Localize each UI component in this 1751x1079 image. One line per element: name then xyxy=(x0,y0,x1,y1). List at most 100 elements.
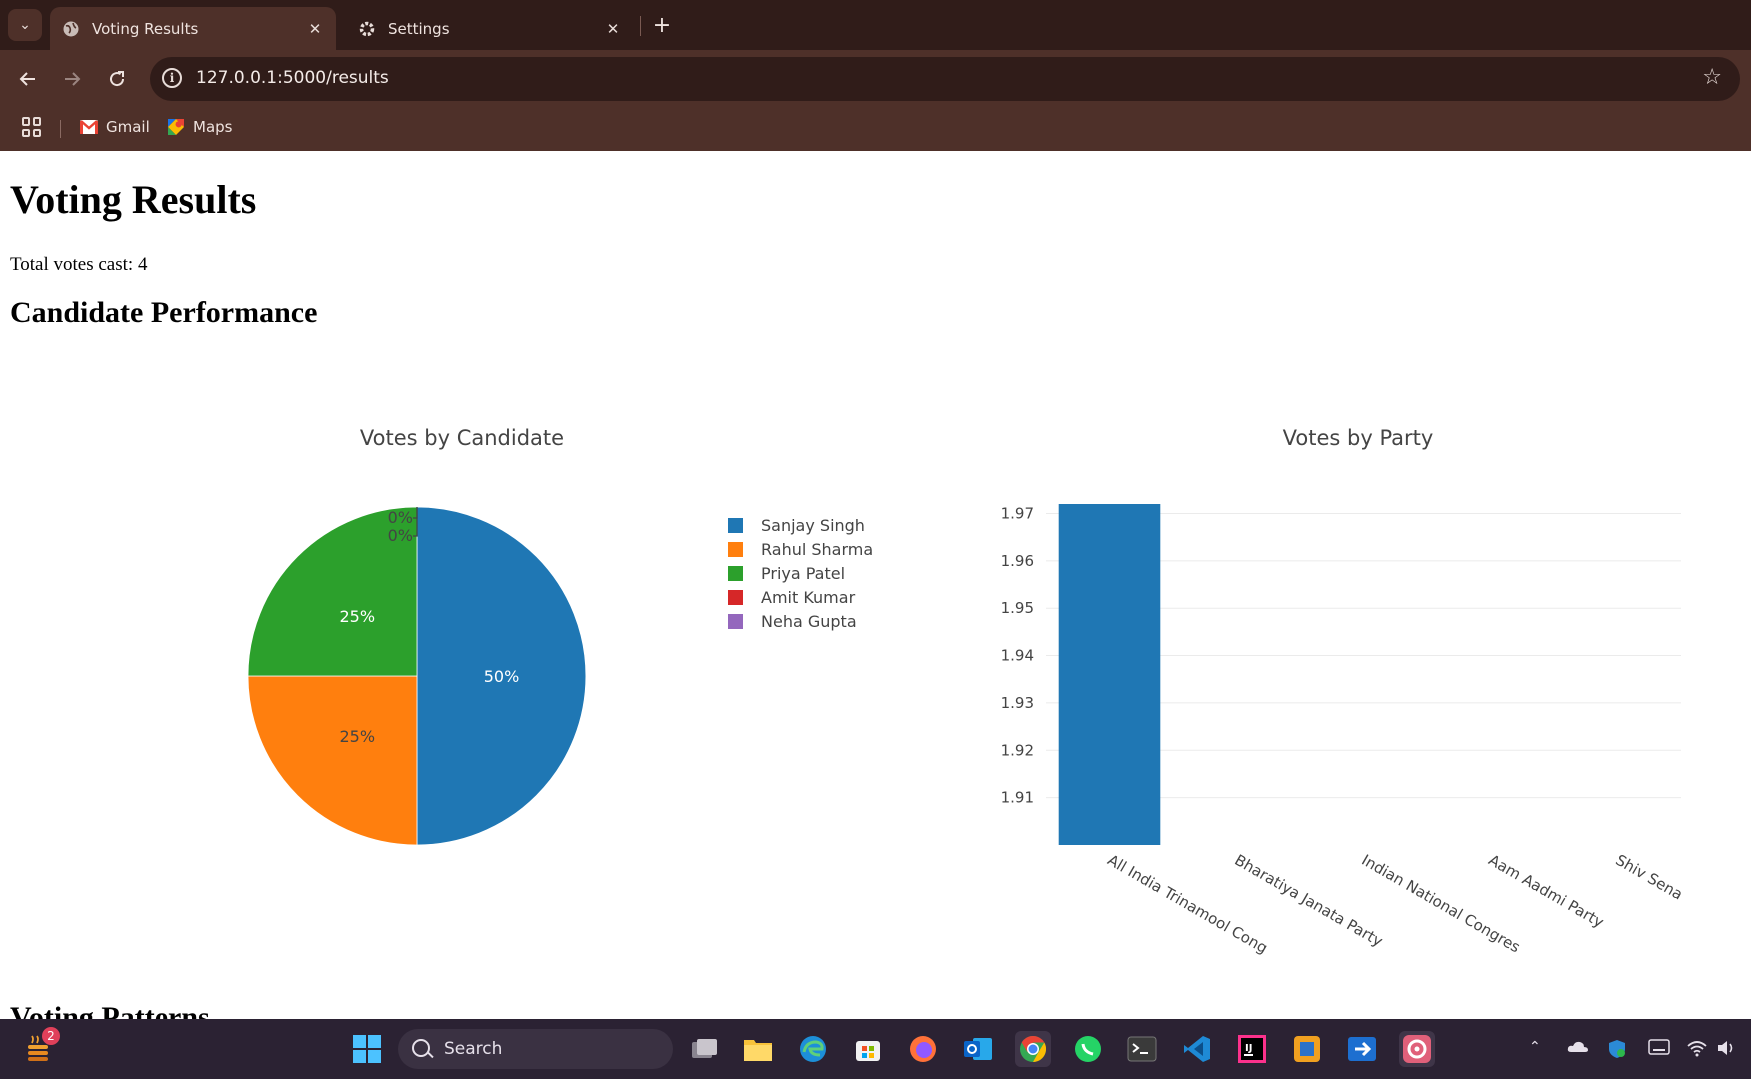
widgets-button[interactable]: 2 xyxy=(20,1027,60,1067)
y-tick-label: 1.93 xyxy=(1001,694,1034,712)
tab-search-button[interactable]: ⌄ xyxy=(8,9,42,41)
legend-swatch[interactable] xyxy=(728,518,743,533)
tab-separator xyxy=(640,16,641,36)
taskbar-search[interactable]: Search xyxy=(398,1029,673,1069)
app-window-icon xyxy=(1294,1036,1320,1062)
charts-area: Votes by Candidate 50% 25% 25% 0%0% Sanjay … xyxy=(247,426,1686,957)
browser-toolbar: i 127.0.0.1:5000/results ☆ xyxy=(0,50,1751,108)
bookmark-star-icon[interactable]: ☆ xyxy=(1702,65,1722,90)
bookmark-maps[interactable]: Maps xyxy=(167,118,232,136)
reload-button[interactable] xyxy=(101,63,133,95)
legend-label[interactable]: Neha Gupta xyxy=(761,612,857,631)
legend-swatch[interactable] xyxy=(728,614,743,629)
page-content: Voting Results Total votes cast: 4 Candi… xyxy=(0,151,1751,1019)
arrow-left-icon xyxy=(19,72,35,86)
plus-icon: + xyxy=(652,12,672,38)
intellij-icon: IJ xyxy=(1238,1035,1266,1063)
gmail-icon xyxy=(80,120,98,134)
app-circle-icon xyxy=(1403,1035,1431,1063)
legend-label[interactable]: Rahul Sharma xyxy=(761,540,873,559)
search-icon xyxy=(412,1039,430,1057)
taskbar-whatsapp[interactable] xyxy=(1070,1031,1106,1067)
tab-label: Voting Results xyxy=(92,19,199,38)
y-tick-label: 1.94 xyxy=(1001,647,1034,665)
globe-icon xyxy=(62,20,80,38)
new-tab-button[interactable]: + xyxy=(650,10,674,40)
section-heading-performance: Candidate Performance xyxy=(10,296,318,329)
edge-icon xyxy=(800,1036,826,1062)
apps-grid-icon[interactable] xyxy=(22,117,42,137)
taskbar-app-blue[interactable] xyxy=(1344,1031,1380,1067)
taskbar-app-pink[interactable] xyxy=(1399,1031,1435,1067)
taskbar-edge[interactable] xyxy=(795,1031,831,1067)
firefox-icon xyxy=(910,1036,936,1062)
keyboard-icon[interactable] xyxy=(1648,1039,1670,1055)
security-shield-icon[interactable] xyxy=(1607,1039,1627,1059)
url-text[interactable]: 127.0.0.1:5000/results xyxy=(196,68,389,88)
x-tick-label: Shiv Sena xyxy=(1613,851,1686,904)
taskbar-intellij[interactable]: IJ xyxy=(1234,1031,1270,1067)
y-tick-label: 1.96 xyxy=(1001,552,1034,570)
taskbar-firefox[interactable] xyxy=(905,1031,941,1067)
pie-chart-votes-by-candidate: Votes by Candidate 50% 25% 25% 0%0% Sanjay … xyxy=(247,426,873,846)
chevron-down-icon: ⌄ xyxy=(19,17,31,33)
svg-text:IJ: IJ xyxy=(1245,1043,1252,1054)
pie-leader-line xyxy=(413,507,418,537)
bookmark-label: Maps xyxy=(193,118,233,136)
weather-widget-icon xyxy=(28,1035,48,1061)
pie-slice[interactable] xyxy=(416,506,587,846)
task-view-button[interactable] xyxy=(686,1031,722,1067)
pie-slice-label: 0% xyxy=(388,526,413,545)
legend-swatch[interactable] xyxy=(728,542,743,557)
folder-icon xyxy=(744,1040,772,1061)
outlook-icon xyxy=(964,1038,992,1060)
whatsapp-icon xyxy=(1075,1036,1101,1062)
taskbar-vscode[interactable] xyxy=(1179,1031,1215,1067)
tab-voting-results[interactable]: Voting Results ✕ xyxy=(50,7,336,50)
taskbar-store[interactable] xyxy=(850,1031,886,1067)
section-heading-patterns: Voting Patterns xyxy=(10,1001,210,1019)
tab-settings[interactable]: Settings ✕ xyxy=(346,7,634,50)
site-info-icon[interactable]: i xyxy=(162,68,182,88)
windows-logo-icon xyxy=(353,1035,381,1063)
bookmark-label: Gmail xyxy=(106,118,150,136)
bar[interactable] xyxy=(1058,504,1161,845)
taskbar-file-explorer[interactable] xyxy=(740,1031,776,1067)
taskbar-app-orange[interactable] xyxy=(1289,1031,1325,1067)
close-tab-icon[interactable]: ✕ xyxy=(308,19,322,38)
wifi-icon[interactable] xyxy=(1686,1039,1708,1057)
pie-slice-label: 0% xyxy=(388,508,413,527)
volume-icon[interactable] xyxy=(1716,1039,1738,1057)
legend-label[interactable]: Sanjay Singh xyxy=(761,516,865,535)
close-tab-icon[interactable]: ✕ xyxy=(606,19,620,38)
pie-slice[interactable] xyxy=(247,675,418,846)
taskbar-chrome[interactable] xyxy=(1015,1031,1051,1067)
pie-slice[interactable] xyxy=(247,506,418,677)
pie-slice-label: 25% xyxy=(339,727,375,746)
app-arrow-icon xyxy=(1348,1037,1376,1061)
legend-label[interactable]: Amit Kumar xyxy=(761,588,856,607)
pie-slice-label: 50% xyxy=(484,667,520,686)
pie-chart-title: Votes by Candidate xyxy=(360,426,564,450)
reload-icon xyxy=(110,71,125,87)
bar-chart-title: Votes by Party xyxy=(1283,426,1434,450)
total-votes-text: Total votes cast: 4 xyxy=(10,254,148,275)
legend-swatch[interactable] xyxy=(728,566,743,581)
search-label: Search xyxy=(444,1039,503,1059)
onedrive-icon[interactable] xyxy=(1567,1039,1589,1053)
chevron-up-icon[interactable]: ⌃ xyxy=(1529,1039,1541,1055)
browser-chrome: ⌄ Voting Results ✕ Settings ✕ + xyxy=(0,0,1751,151)
taskbar-outlook[interactable] xyxy=(960,1031,996,1067)
bookmark-gmail[interactable]: Gmail xyxy=(80,118,150,136)
store-icon xyxy=(856,1041,880,1061)
legend-swatch[interactable] xyxy=(728,590,743,605)
start-button[interactable] xyxy=(349,1031,385,1067)
back-button[interactable] xyxy=(12,63,44,95)
address-bar[interactable]: i 127.0.0.1:5000/results ☆ xyxy=(150,57,1740,101)
forward-button[interactable] xyxy=(56,63,88,95)
taskbar-terminal[interactable] xyxy=(1124,1031,1160,1067)
vscode-icon xyxy=(1184,1036,1210,1062)
legend-label[interactable]: Priya Patel xyxy=(761,564,845,583)
bookmark-separator xyxy=(60,120,61,138)
y-tick-label: 1.92 xyxy=(1001,741,1034,759)
